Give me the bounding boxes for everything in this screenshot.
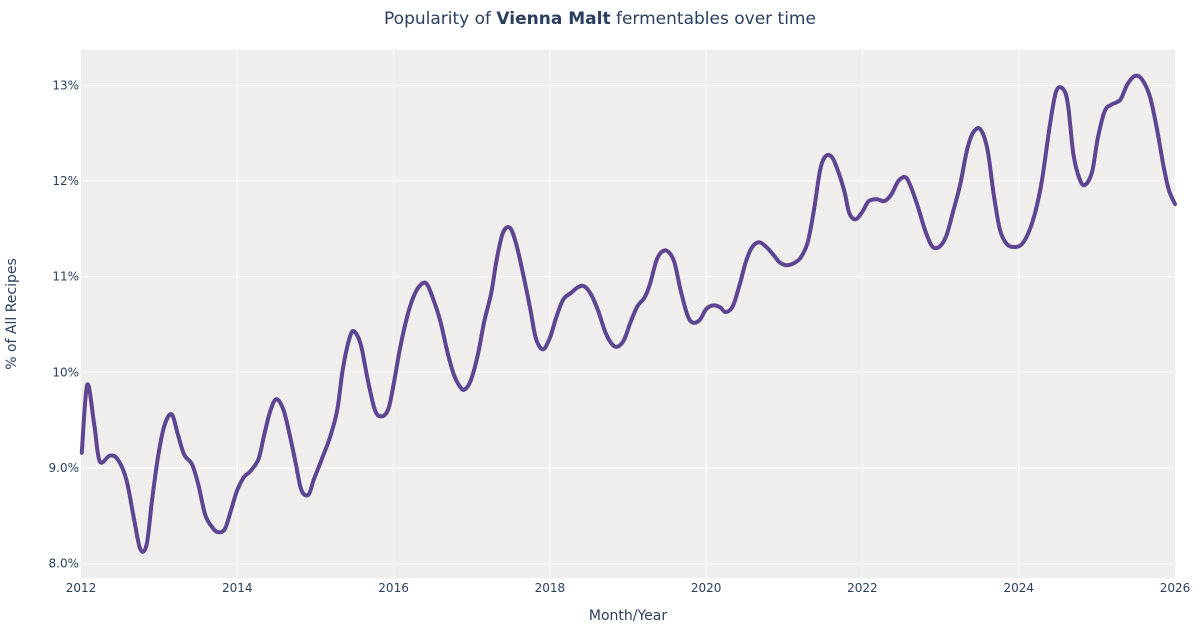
y-tick-label: 8.0% bbox=[49, 557, 80, 571]
y-tick-label: 9.0% bbox=[49, 461, 80, 475]
y-tick-label: 13% bbox=[52, 78, 79, 92]
y-tick-label: 11% bbox=[52, 270, 79, 284]
plot-area bbox=[81, 50, 1175, 578]
x-tick-label: 2026 bbox=[1160, 581, 1191, 595]
title-subject: Vienna Malt bbox=[496, 9, 611, 29]
x-tick-label: 2022 bbox=[847, 581, 878, 595]
series-line bbox=[79, 73, 1177, 554]
x-tick-label: 2018 bbox=[535, 581, 566, 595]
x-tick-label: 2014 bbox=[222, 581, 253, 595]
x-tick-label: 2020 bbox=[691, 581, 722, 595]
y-tick-label: 12% bbox=[52, 174, 79, 188]
y-axis-label: % of All Recipes bbox=[4, 258, 20, 370]
tick-labels: 2012 2014 2016 2018 2020 2022 2024 2026 8.0% 9.0%… bbox=[49, 78, 1191, 595]
x-tick-label: 2012 bbox=[66, 581, 97, 595]
x-tick-label: 2024 bbox=[1003, 581, 1034, 595]
x-tick-label: 2016 bbox=[378, 581, 409, 595]
series-lines bbox=[79, 73, 1177, 554]
x-axis-label: Month/Year bbox=[589, 608, 667, 624]
title-suffix: fermentables over time bbox=[610, 9, 816, 29]
title-prefix: Popularity of bbox=[384, 9, 497, 29]
y-tick-label: 10% bbox=[52, 365, 79, 379]
chart-title: Popularity of Vienna Malt fermentables o… bbox=[0, 9, 1200, 29]
grid-lines bbox=[81, 50, 1175, 578]
